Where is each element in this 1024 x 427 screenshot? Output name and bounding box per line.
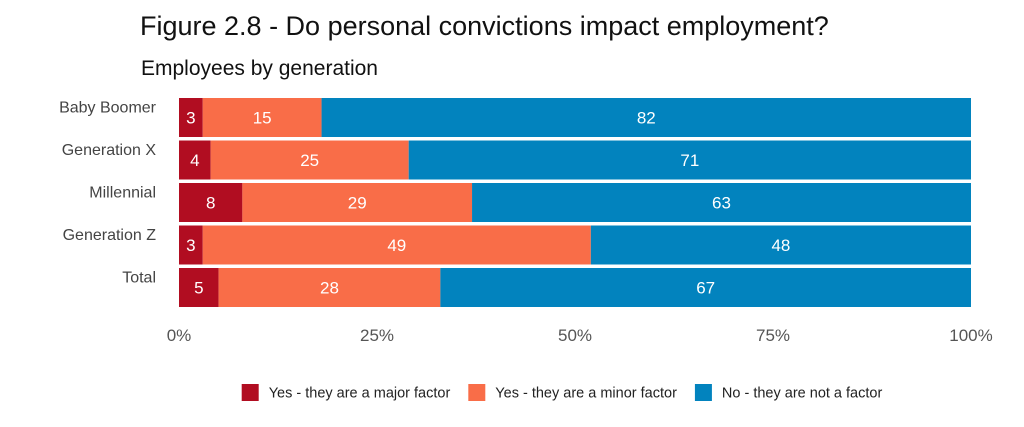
data-label: 67	[696, 279, 715, 298]
x-tick-label: 50%	[558, 326, 592, 345]
legend-label: Yes - they are a major factor	[269, 386, 451, 402]
category-label: Millennial	[89, 185, 156, 202]
legend-label: No - they are not a factor	[722, 386, 883, 402]
legend: Yes - they are a major factor Yes - they …	[241, 384, 883, 402]
bar-segment	[408, 140, 971, 180]
data-label: 25	[300, 151, 319, 170]
data-label: 8	[206, 194, 215, 213]
data-label: 63	[712, 194, 731, 213]
chart-subtitle: Employees by generation	[141, 57, 378, 80]
bar-row: Total 5 28 67	[122, 268, 971, 307]
data-label: 15	[253, 109, 272, 128]
bar-segment	[590, 225, 971, 265]
bar-segment	[179, 183, 243, 222]
data-label: 48	[771, 236, 790, 255]
data-label: 71	[680, 151, 699, 170]
category-label: Generation Z	[63, 227, 157, 244]
bar-row: Millennial 8 29 63	[89, 183, 971, 222]
x-axis: 0% 25% 50% 75% 100%	[167, 326, 993, 345]
legend-item: Yes - they are a major factor	[241, 384, 451, 402]
bar-segment	[202, 98, 322, 137]
x-tick-label: 25%	[360, 326, 394, 345]
bar-row: Baby Boomer 3 15 82	[59, 98, 971, 137]
bar-segment	[242, 183, 473, 222]
data-label: 82	[637, 109, 656, 128]
plot-area: Baby Boomer 3 15 82 Generation X 4 25 71 Millenn…	[59, 98, 971, 307]
bar-segment	[179, 225, 203, 265]
legend-swatch	[241, 384, 259, 401]
bar-segment	[179, 140, 211, 180]
category-label: Total	[122, 270, 156, 287]
bar-segment	[472, 183, 971, 222]
legend-swatch	[468, 384, 486, 401]
legend-item: No - they are not a factor	[694, 384, 883, 402]
bar-segment	[218, 268, 441, 307]
bar-row: Generation X 4 25 71	[62, 140, 971, 180]
x-tick-label: 0%	[167, 326, 192, 345]
data-label: 3	[186, 236, 195, 255]
category-label: Generation X	[62, 142, 157, 159]
data-label: 29	[348, 194, 367, 213]
legend-item: Yes - they are a minor factor	[468, 384, 677, 402]
data-label: 49	[387, 236, 406, 255]
bar-segment	[321, 98, 971, 137]
chart-title: Figure 2.8 - Do personal convictions imp…	[140, 11, 829, 41]
bar-segment	[202, 225, 591, 265]
legend-label: Yes - they are a minor factor	[495, 386, 677, 402]
legend-swatch	[694, 384, 712, 401]
data-label: 3	[186, 109, 195, 128]
x-tick-label: 100%	[949, 326, 992, 345]
data-label: 28	[320, 279, 339, 298]
x-tick-label: 75%	[756, 326, 790, 345]
bar-segment	[440, 268, 971, 307]
data-label: 4	[190, 151, 199, 170]
bar-segment	[179, 98, 203, 137]
data-label: 5	[194, 279, 203, 298]
bar-row: Generation Z 3 49 48	[63, 225, 971, 265]
bar-segment	[179, 268, 219, 307]
category-label: Baby Boomer	[59, 100, 157, 117]
bar-segment	[210, 140, 409, 180]
